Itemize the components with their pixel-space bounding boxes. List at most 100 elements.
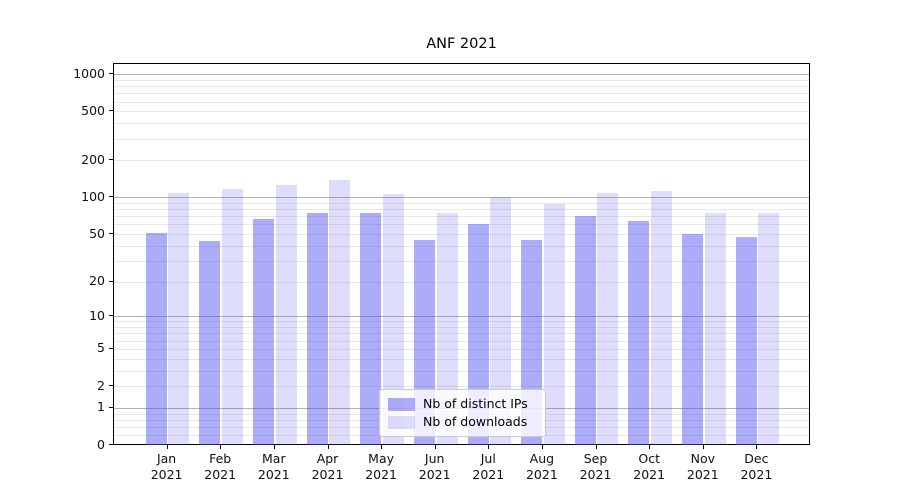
gridline-major — [114, 74, 809, 76]
gridline-minor — [114, 79, 809, 81]
x-tick-label: Apr 2021 — [311, 451, 344, 482]
bar-downloads-sep — [597, 193, 619, 445]
bar-distinct-ips-mar — [253, 218, 274, 445]
bar-distinct-ips-dec — [735, 237, 757, 445]
bar-distinct-ips-may — [360, 213, 382, 445]
bar-downloads-may — [382, 193, 404, 445]
x-tick — [434, 445, 436, 449]
x-tick-label: Mar 2021 — [257, 451, 290, 482]
gridline-minor — [114, 358, 809, 360]
bar-distinct-ips-oct — [628, 221, 650, 445]
bar-distinct-ips-jan — [145, 232, 167, 445]
chart-title: ANF 2021 — [426, 36, 497, 52]
gridline-minor — [114, 93, 809, 95]
legend-swatch-downloads — [388, 415, 415, 429]
x-tick — [756, 445, 758, 449]
bar-downloads-jul — [490, 197, 512, 445]
bar-downloads-apr — [329, 180, 351, 445]
y-tick — [109, 233, 113, 234]
legend-label-downloads: Nb of downloads — [423, 414, 528, 429]
gridline-minor — [114, 234, 809, 235]
x-tick — [649, 445, 651, 449]
gridline-minor — [114, 348, 809, 350]
x-tick — [166, 445, 168, 449]
y-tick-label: 500 — [81, 102, 105, 118]
y-tick — [109, 347, 113, 349]
legend-label-distinct-ips: Nb of distinct IPs — [423, 396, 528, 411]
x-tick-label: Jun 2021 — [418, 451, 451, 482]
y-tick — [109, 110, 113, 112]
bar-distinct-ips-sep — [574, 216, 596, 445]
gridline-minor — [114, 123, 809, 125]
bar-downloads-dec — [758, 213, 780, 445]
gridline-minor — [114, 138, 809, 140]
x-tick — [220, 445, 222, 449]
bar-downloads-feb — [222, 189, 243, 445]
gridline-minor — [114, 281, 809, 283]
x-tick — [381, 445, 383, 449]
gridline-minor — [114, 245, 809, 247]
y-tick — [109, 406, 113, 408]
x-tick-label: Sep 2021 — [579, 451, 612, 482]
y-tick-label: 5 — [97, 340, 105, 356]
gridline-minor — [114, 224, 809, 226]
y-tick — [109, 73, 113, 75]
y-tick-label: 1000 — [73, 65, 105, 81]
legend-swatch-distinct-ips — [388, 397, 415, 411]
gridline-minor — [114, 111, 809, 113]
x-tick-label: Aug 2021 — [525, 451, 558, 482]
x-tick — [595, 445, 597, 449]
gridline-minor — [114, 333, 809, 335]
gridline-minor — [114, 340, 809, 342]
gridline-minor — [114, 160, 809, 162]
y-tick-label: 10 — [89, 307, 105, 323]
gridline-minor — [114, 209, 809, 211]
y-tick — [109, 196, 113, 198]
bar-distinct-ips-apr — [306, 212, 328, 445]
x-tick-label: Dec 2021 — [740, 451, 773, 482]
gridline-minor — [114, 86, 809, 88]
legend-item-distinct-ips: Nb of distinct IPs — [388, 397, 545, 411]
bar-downloads-mar — [275, 185, 297, 445]
plot-area — [113, 63, 810, 445]
x-tick — [541, 445, 543, 449]
x-tick-label: Nov 2021 — [686, 451, 719, 482]
gridline-minor — [114, 260, 809, 262]
bar-downloads-nov — [704, 212, 726, 445]
y-tick — [109, 159, 113, 161]
y-tick-label: 20 — [89, 273, 105, 289]
bar-downloads-aug — [543, 203, 565, 445]
y-tick-label: 100 — [81, 188, 105, 204]
x-tick-label: Feb 2021 — [204, 451, 237, 482]
x-tick — [327, 445, 329, 449]
gridline-minor — [114, 327, 809, 329]
x-tick-label: Jan 2021 — [150, 451, 183, 482]
y-tick — [109, 315, 113, 317]
gridline-minor — [114, 370, 809, 372]
y-tick — [109, 385, 113, 386]
y-tick-label: 2 — [97, 377, 105, 393]
y-tick — [109, 280, 113, 282]
legend-item-downloads: Nb of downloads — [388, 415, 545, 429]
x-tick — [488, 445, 490, 449]
x-tick-label: Oct 2021 — [633, 451, 666, 482]
y-tick-label: 0 — [97, 436, 105, 452]
x-tick-label: May 2021 — [365, 451, 397, 482]
bar-downloads-oct — [651, 190, 672, 445]
bar-downloads-jan — [168, 193, 190, 445]
bar-distinct-ips-feb — [199, 240, 221, 445]
gridline-minor — [114, 386, 809, 387]
x-tick-label: Jul 2021 — [472, 451, 505, 482]
y-tick-label: 200 — [81, 151, 105, 167]
bar-downloads-jun — [436, 212, 458, 445]
y-tick-label: 1 — [97, 399, 105, 415]
x-tick — [273, 445, 275, 449]
legend: Nb of distinct IPs Nb of downloads — [379, 389, 546, 437]
gridline-major — [114, 316, 809, 318]
y-tick — [109, 444, 113, 445]
gridline-minor — [114, 216, 809, 218]
x-tick — [702, 445, 704, 449]
gridline-minor — [114, 202, 809, 204]
gridline-minor — [114, 321, 809, 323]
